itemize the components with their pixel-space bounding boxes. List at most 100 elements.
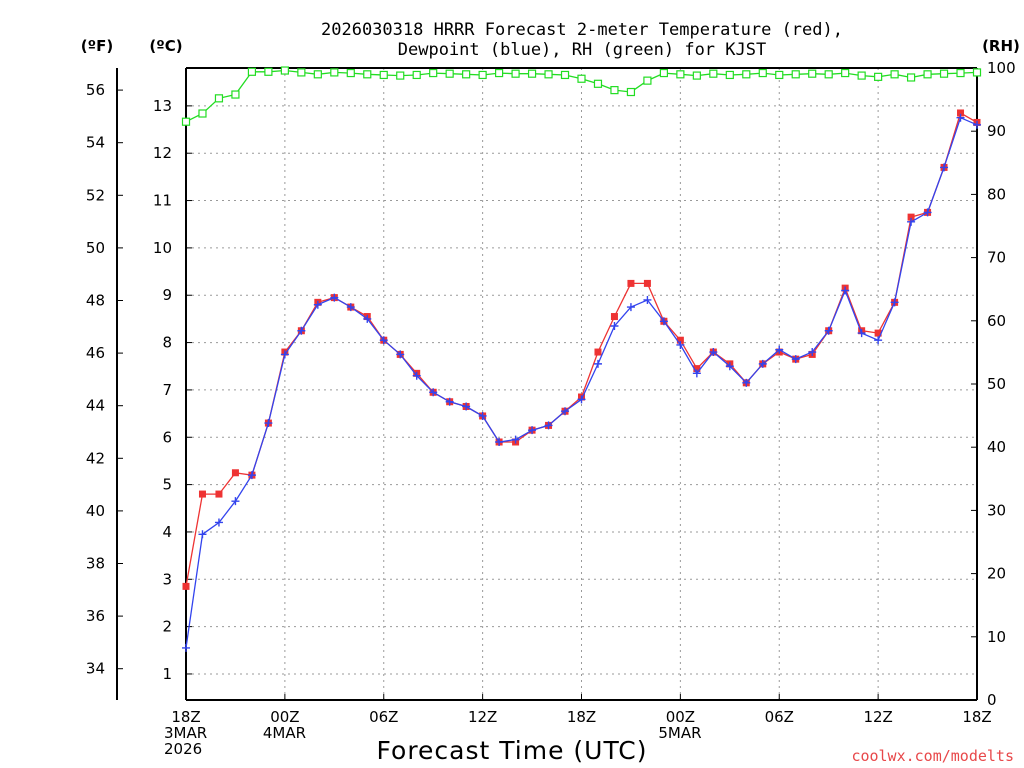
rh-point (824, 70, 833, 79)
dewpoint-point (709, 348, 718, 357)
fahrenheit-tick-label: 42 (86, 449, 105, 467)
temperature-point (627, 279, 635, 287)
rh-point (511, 69, 520, 78)
dewpoint-point (742, 378, 751, 387)
dewpoint-point (907, 217, 916, 226)
x-tick-label: 12Z (468, 708, 497, 726)
temperature-line (185, 112, 978, 587)
rh-point (808, 69, 817, 78)
axes (116, 67, 978, 701)
rh-point (610, 86, 619, 95)
fahrenheit-tick-label: 56 (86, 81, 105, 99)
dewpoint-point (561, 407, 570, 416)
dewpoint-point (528, 426, 537, 435)
temperature-point (231, 469, 239, 477)
celsius-tick-label: 1 (162, 665, 172, 683)
temperature-point (907, 213, 915, 221)
rh-point (972, 68, 982, 77)
dewpoint-point (297, 326, 306, 335)
rh-point (874, 72, 883, 81)
rh-point (214, 94, 224, 103)
rh-point (247, 67, 257, 76)
fahrenheit-tick-label: 54 (86, 134, 105, 152)
temperature-point (693, 365, 701, 373)
rh-point (676, 70, 685, 79)
dewpoint-point (791, 355, 800, 364)
fahrenheit-tick-label: 48 (86, 291, 105, 309)
dewpoint-point (182, 643, 190, 652)
rh-point (264, 67, 273, 76)
x-tick-label: 18Z (962, 708, 991, 726)
series-layer (181, 66, 982, 652)
dewpoint-point (841, 286, 850, 295)
dewpoint-point (643, 295, 652, 304)
celsius-tick-label: 10 (153, 239, 172, 257)
x-tick-label: 06Z (369, 708, 398, 726)
dewpoint-point (973, 120, 981, 129)
x-tick-label: 18Z (567, 708, 596, 726)
rh-point (593, 79, 603, 88)
celsius-tick-label: 9 (162, 286, 172, 304)
rh-point (923, 70, 932, 79)
rh-point (626, 87, 636, 97)
dewpoint-point (247, 471, 256, 480)
chart-title-line1: 2026030318 HRRR Forecast 2-meter Tempera… (321, 20, 843, 40)
rh-point (890, 70, 899, 79)
dewpoint-point (758, 359, 767, 368)
dewpoint-point (824, 326, 833, 335)
fahrenheit-tick-label: 36 (86, 607, 105, 625)
dewpoint-point (940, 163, 949, 172)
dewpoint-point (462, 402, 471, 411)
chart-title-line2: Dewpoint (blue), RH (green) for KJST (398, 40, 766, 60)
dewpoint-point (692, 369, 701, 378)
celsius-tick-label: 12 (153, 144, 172, 162)
dewpoint-point (412, 371, 421, 380)
dewpoint-point (198, 530, 207, 539)
rh-tick-label: 70 (987, 249, 1006, 267)
rh-point (379, 70, 388, 80)
rh-tick-label: 30 (987, 501, 1006, 519)
dewpoint-point (659, 317, 668, 326)
dewpoint-point (264, 419, 273, 428)
rh-tick-label: 90 (987, 122, 1006, 140)
x-tick-label: 12Z (863, 708, 892, 726)
temperature-point (957, 109, 965, 117)
rh-point (495, 68, 504, 78)
rh-point (297, 68, 306, 77)
temperature-point (874, 329, 882, 337)
rh-point (396, 71, 405, 80)
rh-point (956, 68, 965, 78)
rh-point (544, 70, 553, 79)
dewpoint-point (577, 395, 586, 404)
temperature-point (594, 348, 602, 356)
dewpoint-point (511, 435, 520, 444)
credit-text: coolwx.com/modelts (851, 747, 1014, 765)
rh-tick-label: 20 (987, 565, 1006, 583)
dewpoint-point (363, 314, 372, 323)
dewpoint-line (185, 116, 978, 648)
dewpoint-point (808, 348, 817, 357)
grid-lines (186, 68, 977, 700)
rh-point (906, 73, 916, 82)
rh-point (280, 66, 289, 75)
rh-point (231, 90, 240, 99)
temperature-point (676, 336, 684, 344)
fahrenheit-tick-label: 50 (86, 239, 105, 257)
rh-tick-label: 10 (987, 628, 1006, 646)
dewpoint-point (626, 303, 635, 312)
rh-point (758, 68, 767, 78)
dewpoint-point (725, 362, 734, 371)
dewpoint-point (214, 518, 223, 527)
rh-point (692, 71, 701, 80)
rh-point (939, 69, 949, 78)
tick-labels: 1234567891011121334363840424446485052545… (86, 59, 1016, 758)
rh-point (659, 68, 668, 78)
rh-point (857, 71, 866, 80)
dewpoint-point (610, 322, 619, 331)
dewpoint-point (890, 298, 899, 307)
x-tick-label: 3MAR (164, 724, 207, 742)
rh-point (462, 70, 471, 79)
fahrenheit-axis-unit: (ºF) (81, 37, 113, 55)
celsius-tick-label: 8 (162, 334, 172, 352)
rh-point (791, 70, 800, 79)
